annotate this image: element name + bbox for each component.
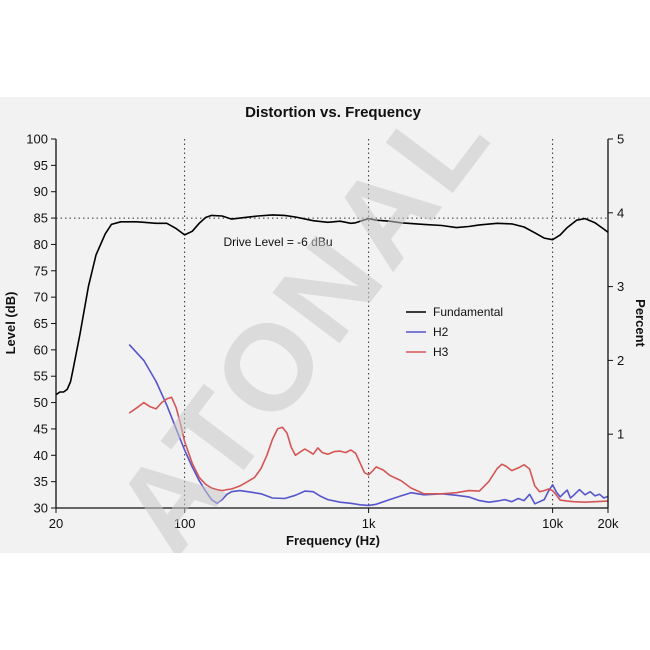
legend-label-h2: H2	[433, 325, 449, 339]
series-lines	[55, 214, 609, 507]
drive-level-annotation: Drive Level = -6 dBu	[223, 235, 332, 249]
y-tick-label: 35	[34, 474, 48, 489]
y-tick-label: 100	[26, 132, 48, 147]
y-tick-label: 60	[34, 342, 48, 357]
x-tick-label: 20	[49, 516, 63, 531]
y-tick-label: 90	[34, 184, 48, 199]
y2-tick-label: 1	[617, 427, 624, 442]
gridlines	[56, 139, 608, 508]
x-tick-label: 100	[174, 516, 196, 531]
y-tick-label: 85	[34, 211, 48, 226]
x-axis-title: Frequency (Hz)	[286, 533, 380, 548]
y-tick-label: 80	[34, 237, 48, 252]
y-tick-label: 70	[34, 290, 48, 305]
y-tick-label: 95	[34, 158, 48, 173]
watermark-text: ATONAL	[88, 97, 517, 553]
y-tick-label: 40	[34, 448, 48, 463]
y2-tick-label: 5	[617, 132, 624, 147]
legend-label-fundamental: Fundamental	[433, 305, 503, 319]
y-tick-label: 30	[34, 501, 48, 516]
series-line-fundamental	[55, 214, 609, 396]
y-tick-label: 65	[34, 316, 48, 331]
x-tick-label: 10k	[542, 516, 563, 531]
y-tick-label: 75	[34, 263, 48, 278]
y2-tick-label: 4	[617, 205, 624, 220]
legend: Fundamental H2 H3	[406, 305, 503, 359]
y-tick-label: 55	[34, 369, 48, 384]
legend-label-h3: H3	[433, 345, 449, 359]
x-tick-label: 1k	[362, 516, 376, 531]
y2-tick-label: 2	[617, 353, 624, 368]
series-line-h3	[128, 396, 609, 503]
x-tick-label: 20k	[598, 516, 619, 531]
y-axis-title: Level (dB)	[3, 292, 18, 355]
distortion-chart: Distortion vs. Frequency 303540455055606…	[3, 97, 648, 553]
chart-area: Distortion vs. Frequency 30 35 40 45 50 55 60 6…	[0, 97, 650, 553]
series-line-h2	[128, 344, 609, 507]
y2-axis-title: Percent	[633, 299, 648, 347]
y2-tick-label: 3	[617, 279, 624, 294]
y-tick-label: 45	[34, 421, 48, 436]
chart-title: Distortion vs. Frequency	[245, 104, 422, 121]
y-tick-label: 50	[34, 395, 48, 410]
